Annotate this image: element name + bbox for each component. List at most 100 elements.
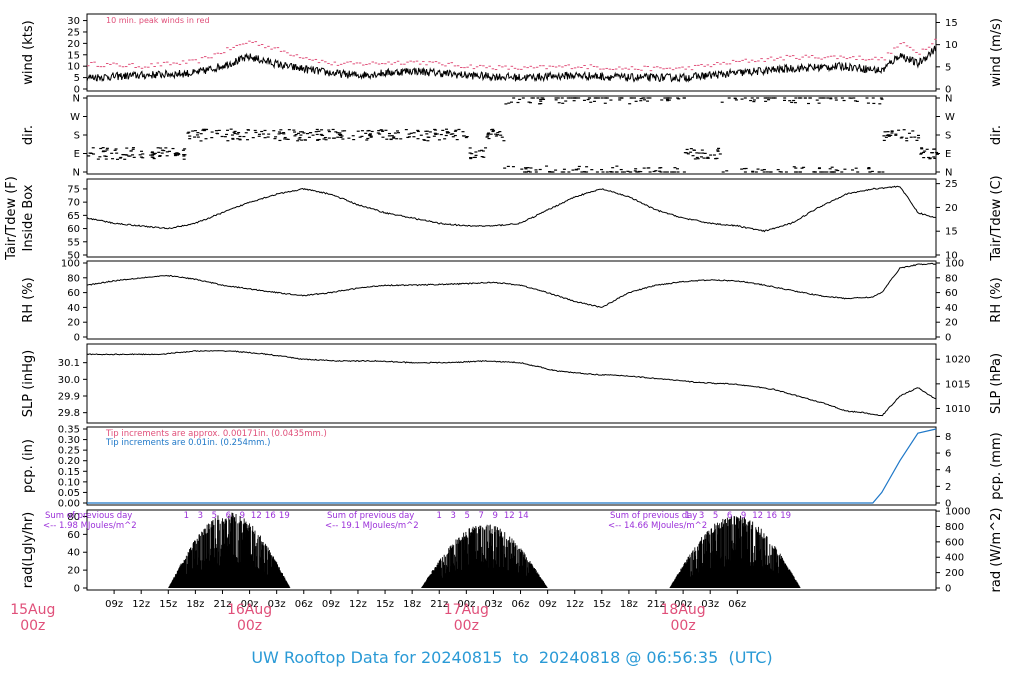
rad-left-tick-label: 20 xyxy=(67,566,80,577)
rad-right-label: rad (W/m^2) xyxy=(989,508,1004,593)
footer-timezone: (UTC) xyxy=(728,648,773,667)
rad-sum-title: Sum of previous day xyxy=(610,511,697,521)
rad-hour-label: 12 xyxy=(504,511,515,521)
pcp-left-tick-label: 0.25 xyxy=(58,446,80,457)
wind-frame xyxy=(86,13,937,92)
temp-right-tick-label: 25 xyxy=(945,179,958,190)
pcp-right-tick-label: 8 xyxy=(945,432,951,443)
wind-right-tick-label: 5 xyxy=(945,62,951,73)
rad-hour-label: 16 xyxy=(265,511,276,521)
time-tick-label: 03z xyxy=(268,599,286,610)
day-date-label: 17Aug xyxy=(444,602,489,618)
rad-sum-title: Sum of previous day xyxy=(327,511,414,521)
wind-right-label: wind (m/s) xyxy=(989,18,1004,87)
rh-right-tick-label: 40 xyxy=(945,303,958,314)
temp-right-tick-label: 10 xyxy=(945,251,958,262)
time-tick-label: 03z xyxy=(701,599,719,610)
rad-hour-label: 5 xyxy=(212,511,217,521)
rh-right-tick-label: 100 xyxy=(945,259,964,270)
rh-right-tick-label: 0 xyxy=(945,333,951,344)
slp-right-tick-label: 1010 xyxy=(945,404,970,415)
time-tick-label: 09z xyxy=(322,599,340,610)
rad-frame xyxy=(86,509,937,591)
temp-left-tick-label: 65 xyxy=(67,211,80,222)
pcp-left-label: pcp. (in) xyxy=(21,439,36,493)
rad-left-tick-label: 60 xyxy=(67,530,80,541)
dir-right-tick-label: N xyxy=(945,168,952,179)
rad-hour-label: 19 xyxy=(780,511,791,521)
rad-left-label: rad(Lgly/hr) xyxy=(21,512,36,588)
pcp-right-tick-label: 2 xyxy=(945,482,951,493)
pressure-line xyxy=(86,350,936,417)
time-tick-label: 06z xyxy=(295,599,313,610)
day-date-label: 18Aug xyxy=(661,602,706,618)
pcp-left-tick-label: 0.10 xyxy=(58,477,80,488)
pcp-left-tick-label: 0.00 xyxy=(58,499,80,510)
rad-sum-value: <-- 19.1 MJoules/m^2 xyxy=(325,521,419,531)
rad-left-tick-label: 80 xyxy=(67,512,80,523)
temp-left-label: Tair/Tdew (F) xyxy=(4,176,19,261)
rad-right-tick-label: 600 xyxy=(945,537,964,548)
time-tick-label: 12z xyxy=(566,599,584,610)
wind-right-tick-label: 10 xyxy=(945,40,958,51)
slp-right-tick-label: 1015 xyxy=(945,379,970,390)
time-tick-label: 12z xyxy=(349,599,367,610)
time-tick-label: 00z xyxy=(457,599,475,610)
rad-hour-label: 1 xyxy=(437,511,442,521)
time-tick-label: 15z xyxy=(376,599,394,610)
rh-right-tick-label: 20 xyxy=(945,318,958,329)
rad-sum-title: Sum of previous day xyxy=(45,511,132,521)
pcp-right-tick-label: 0 xyxy=(945,499,951,510)
wind-left-label: wind (kts) xyxy=(21,20,36,84)
temp-frame xyxy=(86,178,937,258)
rad-hour-label: 9 xyxy=(741,511,746,521)
temp-right-tick-label: 15 xyxy=(945,227,958,238)
tip-note-approx: Tip increments are approx. 0.00171in. (0… xyxy=(105,429,327,439)
slp-left-tick-label: 29.8 xyxy=(58,408,80,419)
temperature-line xyxy=(86,185,936,233)
rad-hour-label: 6 xyxy=(727,511,732,521)
rad-hour-label: 19 xyxy=(279,511,290,521)
wind-left-tick-label: 20 xyxy=(67,39,80,50)
dir-right-label: dir. xyxy=(989,125,1004,145)
rad-hour-label: 16 xyxy=(766,511,777,521)
rad-hour-label: 9 xyxy=(493,511,498,521)
slp-left-label: SLP (inHg) xyxy=(21,350,36,418)
rad-hour-label: 1 xyxy=(685,511,690,521)
rh-left-tick-label: 100 xyxy=(61,259,80,270)
footer-time: @ 06:56:35 xyxy=(625,648,719,667)
rad-right-tick-label: 1000 xyxy=(945,507,970,518)
rad-hour-label: 9 xyxy=(240,511,245,521)
rh-right-tick-label: 80 xyxy=(945,273,958,284)
time-tick-label: 21z xyxy=(647,599,665,610)
rad-right-tick-label: 800 xyxy=(945,522,964,533)
rh-left-tick-label: 80 xyxy=(67,273,80,284)
dir-right-tick-label: S xyxy=(945,131,951,142)
time-tick-label: 06z xyxy=(728,599,746,610)
dir-left-tick-label: N xyxy=(73,94,80,105)
rh-left-label: RH (%) xyxy=(21,277,36,322)
wind-left-tick-label: 5 xyxy=(74,73,80,84)
chart-footer: UW Rooftop Data for 20240815 to 20240818… xyxy=(0,648,1024,667)
temp-left-label-2: Inside Box xyxy=(21,184,36,251)
dir-left-tick-label: E xyxy=(74,149,80,160)
rad-sum-value: <-- 14.66 MJoules/m^2 xyxy=(608,521,707,531)
rad-hour-label: 1 xyxy=(184,511,189,521)
day-hour-label: 00z xyxy=(20,618,45,634)
wind-right-tick-label: 15 xyxy=(945,18,958,29)
rh-frame xyxy=(86,260,937,340)
rad-hour-label: 3 xyxy=(699,511,704,521)
footer-to: to xyxy=(512,648,529,667)
wind-left-tick-label: 25 xyxy=(67,27,80,38)
slp-left-tick-label: 30.0 xyxy=(58,375,80,386)
wind-right-tick-label: 0 xyxy=(945,85,951,96)
temp-left-tick-label: 50 xyxy=(67,251,80,262)
day-hour-label: 00z xyxy=(237,618,262,634)
dir-frame xyxy=(86,95,937,175)
rad-left-tick-label: 40 xyxy=(67,548,80,559)
peak-wind-annotation: 10 min. peak winds in red xyxy=(106,16,210,25)
time-tick-label: 15z xyxy=(159,599,177,610)
rad-hour-label: 5 xyxy=(713,511,718,521)
humidity-line xyxy=(86,262,936,308)
